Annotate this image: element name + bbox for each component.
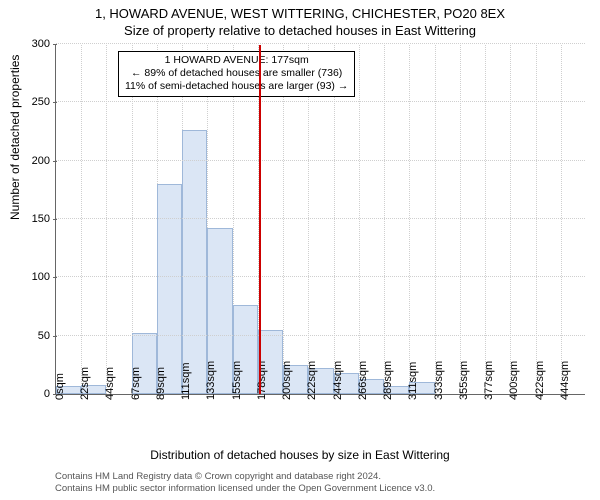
y-gridline — [56, 276, 585, 277]
y-gridline — [56, 101, 585, 102]
y-tick-label: 100 — [32, 271, 56, 283]
x-tick-label: 22sqm — [79, 367, 91, 400]
x-tick-label: 311sqm — [407, 362, 419, 400]
footer-line1: Contains HM Land Registry data © Crown c… — [55, 471, 435, 482]
x-tick-label: 89sqm — [155, 367, 167, 400]
y-tick-label: 50 — [38, 330, 56, 342]
x-tick-label: 289sqm — [382, 361, 394, 400]
x-tick-label: 0sqm — [54, 373, 66, 400]
annotation-line: 11% of semi-detached houses are larger (… — [125, 80, 348, 93]
x-tick-label: 266sqm — [357, 361, 369, 400]
x-tick-label: 133sqm — [205, 361, 217, 400]
y-axis-label: Number of detached properties — [8, 55, 22, 220]
histogram-bar — [157, 184, 182, 394]
footer-line2: Contains HM public sector information li… — [55, 483, 435, 494]
x-tick-label: 444sqm — [559, 361, 571, 400]
plot-area: 1 HOWARD AVENUE: 177sqm← 89% of detached… — [55, 45, 585, 395]
reference-line — [259, 45, 261, 394]
x-axis-label: Distribution of detached houses by size … — [0, 448, 600, 462]
annotation-line: ← 89% of detached houses are smaller (73… — [125, 67, 348, 80]
annotation-box: 1 HOWARD AVENUE: 177sqm← 89% of detached… — [118, 51, 355, 97]
x-tick-label: 377sqm — [483, 361, 495, 400]
x-tick-label: 111sqm — [180, 362, 192, 400]
y-tick-label: 200 — [32, 155, 56, 167]
y-gridline — [56, 43, 585, 44]
x-tick-label: 333sqm — [433, 361, 445, 400]
y-gridline — [56, 335, 585, 336]
y-tick-label: 250 — [32, 96, 56, 108]
x-tick-label: 200sqm — [281, 361, 293, 400]
histogram-bar — [182, 130, 207, 394]
annotation-line: 1 HOWARD AVENUE: 177sqm — [125, 54, 348, 67]
chart-title-line2: Size of property relative to detached ho… — [0, 23, 600, 38]
x-tick-label: 155sqm — [231, 361, 243, 400]
x-tick-label: 178sqm — [256, 361, 268, 400]
y-tick-label: 150 — [32, 213, 56, 225]
y-gridline — [56, 218, 585, 219]
x-tick-label: 222sqm — [306, 361, 318, 400]
x-tick-label: 422sqm — [534, 361, 546, 400]
chart-title-line1: 1, HOWARD AVENUE, WEST WITTERING, CHICHE… — [0, 6, 600, 21]
x-tick-label: 67sqm — [130, 367, 142, 400]
x-tick-label: 400sqm — [508, 361, 520, 400]
y-tick-label: 300 — [32, 38, 56, 50]
x-tick-label: 244sqm — [332, 361, 344, 400]
y-gridline — [56, 160, 585, 161]
x-tick-label: 355sqm — [458, 361, 470, 400]
footer-attribution: Contains HM Land Registry data © Crown c… — [55, 471, 435, 494]
x-tick-label: 44sqm — [104, 367, 116, 400]
